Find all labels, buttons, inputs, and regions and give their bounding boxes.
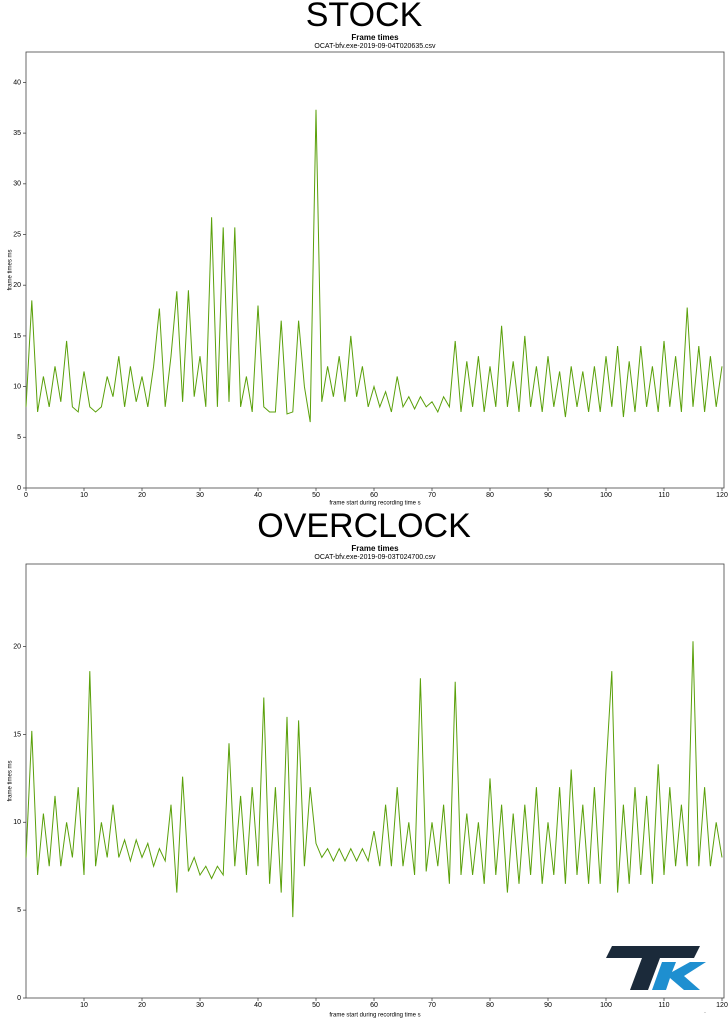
x-tick-label: 90 (544, 492, 552, 499)
x-tick-label: 40 (254, 1002, 262, 1009)
chart-title: Frame times (351, 544, 399, 553)
x-tick-label: 20 (138, 492, 146, 499)
y-tick-label: 20 (13, 643, 21, 650)
chart-subtitle: OCAT-bfv.exe-2019-09-04T020635.csv (314, 43, 436, 50)
x-tick-label: 10 (80, 492, 88, 499)
logo: TKR (606, 946, 706, 1013)
plot-frame (25, 563, 725, 999)
x-tick-label: 120 (716, 1002, 728, 1009)
y-tick-label: 25 (13, 231, 21, 238)
y-tick-label: 5 (17, 434, 21, 441)
x-tick-label: 70 (428, 1002, 436, 1009)
chart-subtitle: OCAT-bfv.exe-2019-09-03T024700.csv (314, 554, 436, 561)
plot-frame (25, 51, 725, 489)
x-tick-label: 100 (600, 1002, 612, 1009)
x-tick-label: 10 (80, 1002, 88, 1009)
x-tick-label: 80 (486, 1002, 494, 1009)
y-tick-label: 15 (13, 731, 21, 738)
y-tick-label: 15 (13, 333, 21, 340)
x-tick-label: 110 (658, 1002, 669, 1009)
y-tick-label: 10 (13, 819, 21, 826)
x-tick-label: 90 (544, 1002, 552, 1009)
x-tick-label: 60 (370, 492, 378, 499)
x-tick-label: 80 (486, 492, 494, 499)
x-tick-label: 50 (312, 492, 320, 499)
y-tick-label: 20 (13, 282, 21, 289)
line (25, 641, 723, 918)
x-tick-label: 60 (370, 1002, 378, 1009)
y-axis-label: frame times ms (8, 249, 14, 290)
x-tick-label: 50 (312, 1002, 320, 1009)
logo-text: TKR (704, 1011, 706, 1013)
chart-heading: STOCK (306, 0, 423, 34)
x-tick-label: 30 (196, 492, 204, 499)
y-tick-label: 0 (17, 485, 21, 492)
y-tick-label: 40 (13, 79, 21, 86)
x-axis-label: frame start during recording time s (329, 1013, 420, 1019)
line (25, 109, 723, 423)
chart-title: Frame times (351, 33, 399, 42)
y-tick-label: 5 (17, 907, 21, 914)
y-tick-label: 0 (17, 995, 21, 1002)
y-axis-label: frame times ms (8, 760, 14, 801)
x-tick-label: 120 (716, 492, 728, 499)
x-tick-label: 100 (600, 492, 612, 499)
x-axis-label: frame start during recording time s (329, 501, 420, 507)
x-tick-label: 30 (196, 1002, 204, 1009)
y-tick-label: 30 (13, 181, 21, 188)
x-tick-label: 110 (658, 492, 669, 499)
y-tick-label: 35 (13, 130, 21, 137)
chart-heading: OVERCLOCK (257, 507, 471, 545)
y-tick-label: 10 (13, 383, 21, 390)
x-tick-label: 40 (254, 492, 262, 499)
x-tick-label: 20 (138, 1002, 146, 1009)
x-tick-label: 70 (428, 492, 436, 499)
x-tick-label: 0 (24, 492, 28, 499)
